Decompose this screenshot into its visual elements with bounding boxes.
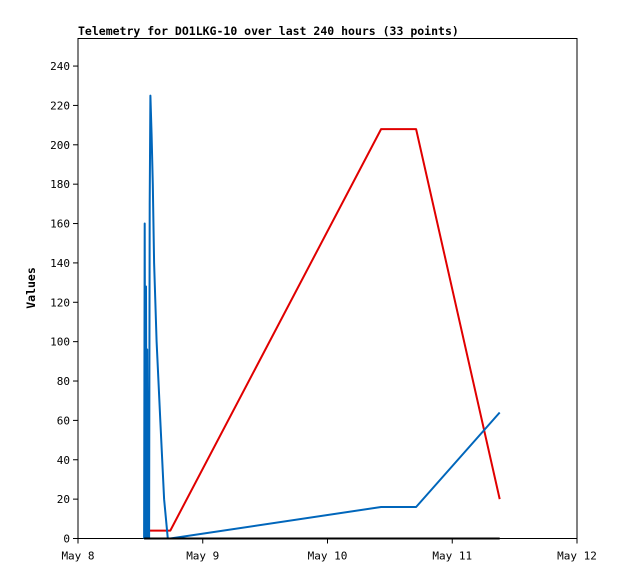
y-tick-label: 0 — [63, 533, 70, 546]
y-tick-label: 20 — [57, 493, 70, 506]
y-tick-label: 180 — [50, 178, 70, 191]
x-tick-label: May 12 — [557, 550, 597, 563]
y-tick-label: 140 — [50, 257, 70, 270]
y-tick-label: 120 — [50, 296, 70, 309]
y-tick-label: 60 — [57, 414, 70, 427]
y-tick-label: 200 — [50, 139, 70, 152]
series-line-2 — [143, 94, 501, 540]
x-tick-label: May 8 — [61, 550, 94, 563]
y-tick-label: 220 — [50, 99, 70, 112]
series-layer — [143, 94, 501, 540]
y-axis-label: Values — [24, 267, 38, 309]
chart-title: Telemetry for DO1LKG-10 over last 240 ho… — [78, 24, 459, 38]
y-tick-label: 240 — [50, 60, 70, 73]
y-tick-label: 100 — [50, 336, 70, 349]
plot-frame — [77, 38, 578, 539]
y-tick-label: 160 — [50, 218, 70, 231]
y-axis: 0 20 40 60 80 100 120 140 160 180 200 220 240 — [50, 60, 78, 546]
x-tick-label: May 10 — [308, 550, 348, 563]
x-axis: May 8 May 9 May 10 May 11 May 12 — [61, 538, 597, 563]
y-tick-label: 40 — [57, 454, 70, 467]
series-line-1 — [144, 128, 501, 532]
y-tick-label: 80 — [57, 375, 70, 388]
x-tick-label: May 11 — [432, 550, 472, 563]
x-tick-label: May 9 — [186, 550, 219, 563]
